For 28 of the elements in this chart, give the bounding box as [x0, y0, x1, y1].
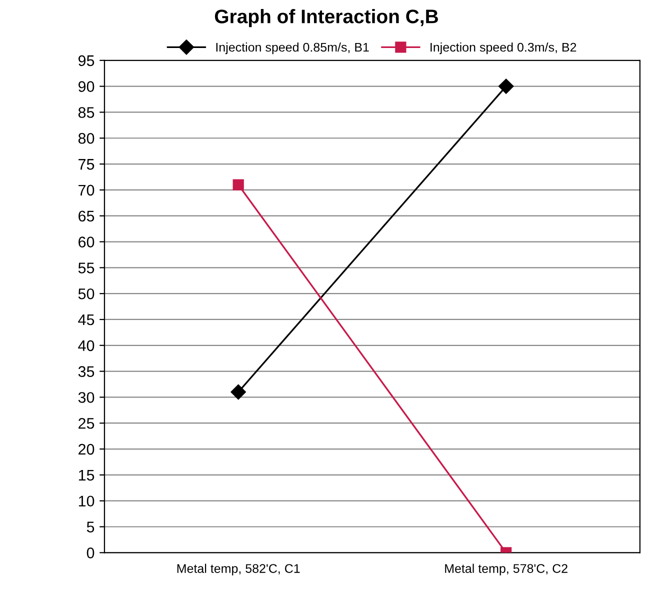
y-tick-label: 60 [78, 236, 94, 248]
y-tick-label: 25 [78, 418, 94, 429]
y-tick-label: 50 [78, 288, 94, 300]
y-tick-label: 85 [78, 107, 94, 118]
y-tick-label: 65 [78, 210, 94, 222]
legend-label: Injection speed 0.85m/s, B1 [216, 42, 369, 54]
chart-title: Graph of Interaction C,B [214, 9, 438, 28]
y-tick-label: 0 [86, 548, 94, 558]
y-tick-label: 5 [86, 522, 94, 532]
y-tick-label: 45 [78, 314, 94, 326]
y-tick-label: 40 [78, 340, 94, 352]
point [232, 179, 244, 190]
y-tick-label: 10 [78, 496, 94, 507]
y-tick-label: 15 [78, 470, 94, 481]
x-tick-label: Metal temp, 582'C, C1 [177, 564, 300, 576]
y-tick-label: 20 [78, 444, 94, 455]
y-tick-label: 95 [78, 55, 94, 66]
y-tick-label: 35 [78, 366, 94, 377]
x-tick-label: Metal temp, 578'C, C2 [445, 564, 568, 576]
y-tick-label: 70 [78, 184, 94, 196]
y-tick-label: 30 [78, 392, 94, 403]
legend-label: Injection speed 0.3m/s, B2 [430, 42, 576, 54]
point [498, 78, 514, 94]
point [230, 384, 246, 400]
y-tick-label: 55 [78, 262, 94, 274]
y-tick-label: 80 [78, 132, 94, 144]
y-tick-label: 90 [78, 81, 94, 92]
y-tick-label: 75 [78, 159, 94, 170]
